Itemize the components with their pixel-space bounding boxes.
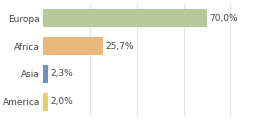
Bar	[43, 65, 48, 83]
Text: 2,3%: 2,3%	[51, 69, 73, 78]
Bar	[43, 9, 207, 27]
Bar	[43, 93, 48, 111]
Text: 70,0%: 70,0%	[209, 14, 238, 23]
Text: 25,7%: 25,7%	[106, 42, 134, 51]
Bar	[43, 37, 103, 55]
Text: 2,0%: 2,0%	[50, 97, 73, 106]
